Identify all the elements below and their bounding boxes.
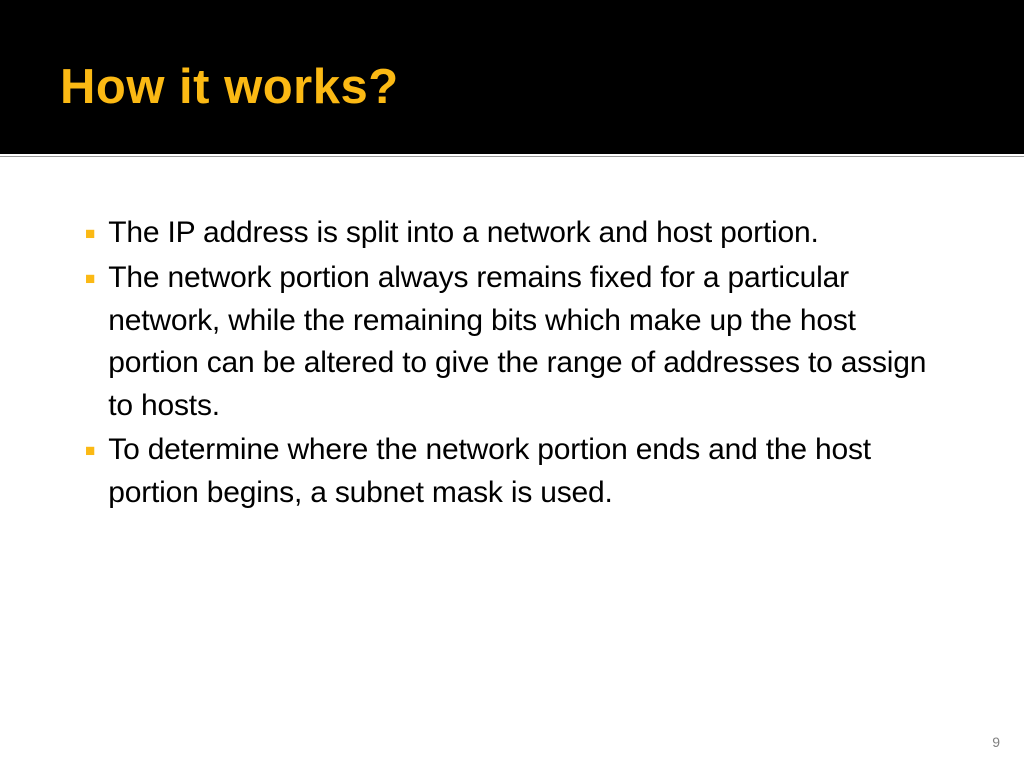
bullet-text: To determine where the network portion e… <box>108 429 954 514</box>
list-item: ■ To determine where the network portion… <box>85 429 954 514</box>
bullet-list: ■ The IP address is split into a network… <box>85 212 954 515</box>
bullet-marker-icon: ■ <box>85 429 95 472</box>
bullet-text: The IP address is split into a network a… <box>108 212 818 255</box>
slide-title: How it works? <box>60 59 399 115</box>
bullet-marker-icon: ■ <box>85 212 95 255</box>
list-item: ■ The IP address is split into a network… <box>85 212 954 255</box>
page-number: 9 <box>992 734 1000 750</box>
slide-content: ■ The IP address is split into a network… <box>0 157 1024 515</box>
bullet-marker-icon: ■ <box>85 257 95 300</box>
bullet-text: The network portion always remains fixed… <box>108 257 954 427</box>
list-item: ■ The network portion always remains fix… <box>85 257 954 427</box>
slide-header: How it works? <box>0 0 1024 154</box>
